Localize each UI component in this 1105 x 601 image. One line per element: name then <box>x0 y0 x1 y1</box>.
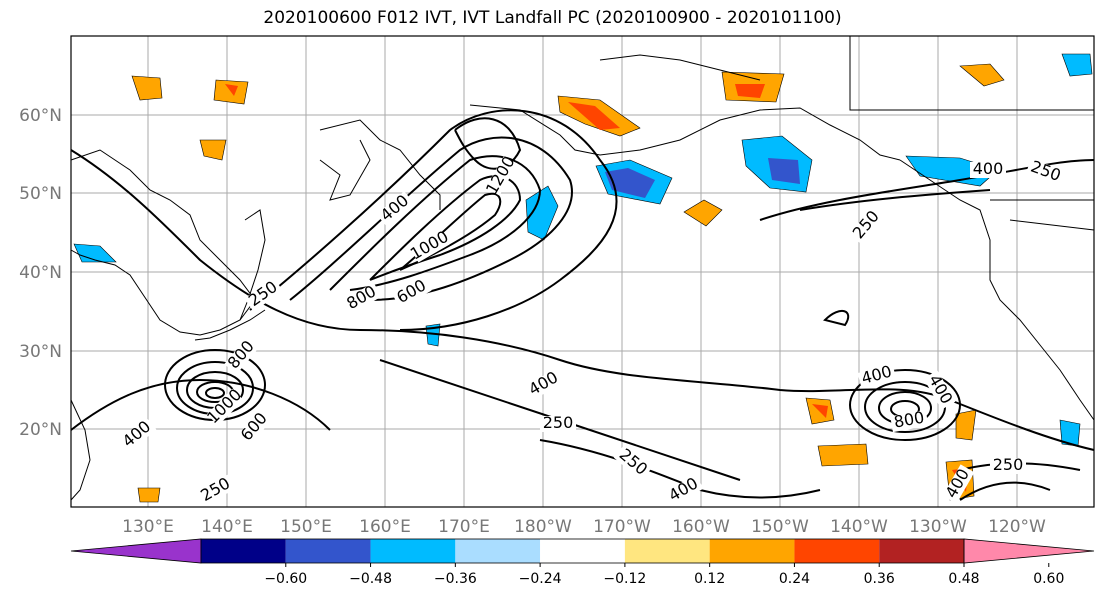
colorbar-segment <box>709 539 795 563</box>
colorbar-segment <box>540 539 625 563</box>
coastlines <box>70 36 1095 501</box>
colorbar-segment <box>794 539 880 563</box>
lat-label: 40°N <box>19 263 62 283</box>
colorbar-extend-min <box>70 538 202 564</box>
lon-label: 120°W <box>988 517 1046 537</box>
lon-label: 130°E <box>122 517 174 537</box>
colorbar-tick-label: −0.24 <box>519 571 562 587</box>
colorbar-segment <box>201 539 286 563</box>
pc-shading <box>73 53 1093 503</box>
lon-label: 140°E <box>201 517 253 537</box>
lat-label: 30°N <box>19 342 62 362</box>
longitude-labels: 130°E 140°E 150°E 160°E 170°E 180°W 170°W 160°W… <box>122 517 1046 537</box>
contour-label: 400 <box>973 159 1004 178</box>
colorbar-tick-label: 0.48 <box>948 571 979 587</box>
colorbar-segment <box>879 539 964 563</box>
colorbar-tick-label: 0.36 <box>864 571 895 587</box>
latitude-labels: 60°N 50°N 40°N 30°N 20°N <box>19 106 62 440</box>
lon-label: 160°W <box>672 517 730 537</box>
colorbar-tick-label: 0.24 <box>779 571 810 587</box>
lon-label: 180°W <box>514 517 572 537</box>
colorbar-segment <box>624 539 710 563</box>
lon-label: 130°W <box>909 517 967 537</box>
contour-label: 250 <box>543 413 574 432</box>
colorbar-segment <box>455 539 541 563</box>
colorbar-tick-label: −0.12 <box>603 571 646 587</box>
colorbar-tick-label: −0.60 <box>264 571 307 587</box>
colorbar-extend-max <box>963 538 1095 564</box>
colorbar-tick-label: −0.36 <box>434 571 477 587</box>
lat-label: 60°N <box>19 106 62 126</box>
colorbar-segment <box>285 539 371 563</box>
lon-label: 170°W <box>593 517 651 537</box>
lon-label: 170°E <box>438 517 490 537</box>
lat-label: 50°N <box>19 184 62 204</box>
map-title: 2020100600 F012 IVT, IVT Landfall PC (20… <box>263 8 842 28</box>
colorbar-tick-label: 0.12 <box>694 571 725 587</box>
colorbar-tick-label: 0.60 <box>1033 571 1064 587</box>
lat-label: 20°N <box>19 420 62 440</box>
colorbar-ticks: −0.60 −0.48 −0.36 −0.24 −0.12 0.12 0.24 0.36 0.4… <box>264 563 1064 587</box>
lon-label: 140°W <box>830 517 888 537</box>
contour-label: 250 <box>993 455 1024 474</box>
lon-label: 150°E <box>280 517 332 537</box>
lon-label: 150°W <box>751 517 809 537</box>
colorbar-segment <box>370 539 456 563</box>
lon-label: 160°E <box>359 517 411 537</box>
colorbar-tick-label: −0.48 <box>349 571 392 587</box>
map-frame <box>70 35 1095 508</box>
colorbar <box>70 538 1095 564</box>
